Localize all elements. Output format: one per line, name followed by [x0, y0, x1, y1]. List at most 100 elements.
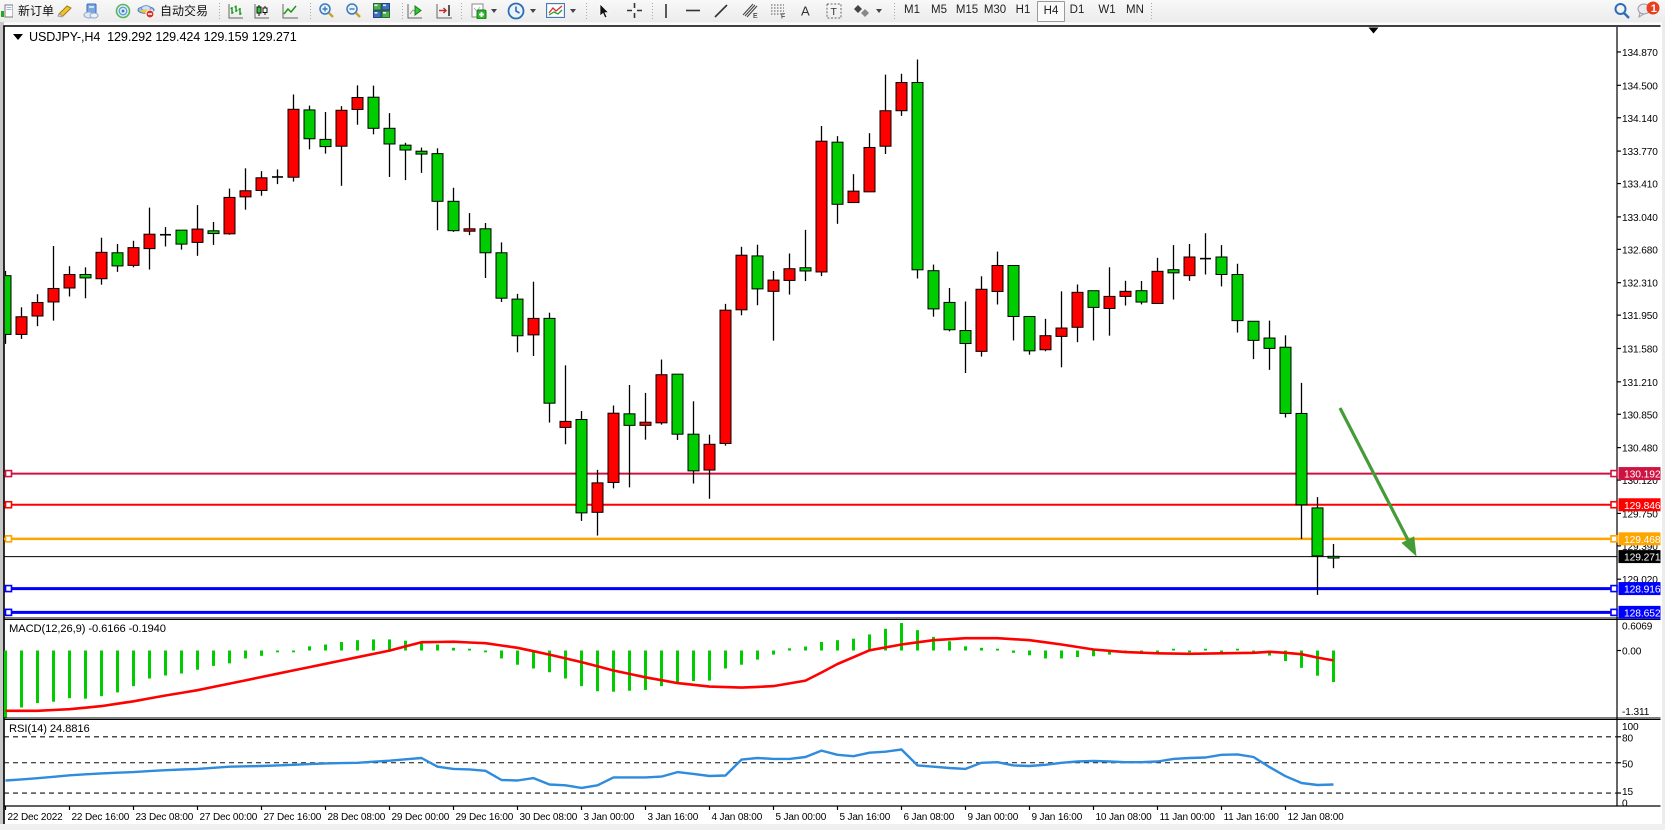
timeframe-button-d1[interactable]: D1: [1069, 4, 1085, 16]
line-handle[interactable]: [4, 535, 13, 543]
svg-text:A: A: [801, 4, 810, 17]
candle: [79, 267, 92, 299]
arrow-shaft[interactable]: [1338, 407, 1411, 544]
notifications-icon[interactable]: 1: [1636, 0, 1662, 21]
crosshair-icon[interactable]: [625, 0, 644, 21]
horizontal-line-tool-icon[interactable]: [684, 0, 701, 21]
macd-histogram-bar: [340, 642, 343, 651]
indicators-dropdown-caret[interactable]: [491, 9, 497, 13]
macd-histogram-bar: [84, 650, 87, 699]
line-handle[interactable]: [1610, 608, 1618, 617]
profile-icon[interactable]: [82, 0, 99, 21]
line-handle[interactable]: [4, 500, 13, 509]
timeframe-button-w1[interactable]: W1: [1098, 4, 1116, 16]
auto-trading-button[interactable]: 自动交易: [155, 0, 213, 21]
chart-shift-icon[interactable]: [435, 0, 454, 21]
arrows-dropdown-caret[interactable]: [876, 9, 882, 13]
macd-histogram-bar: [180, 650, 183, 674]
candle-body: [895, 82, 908, 112]
shift-marker-triangle[interactable]: [1368, 27, 1379, 34]
periods-dropdown-caret[interactable]: [530, 9, 536, 13]
line-handle[interactable]: [1610, 584, 1618, 593]
line-handle[interactable]: [4, 584, 13, 593]
time-tick-label: 28 Dec 08:00: [328, 812, 386, 823]
macd-histogram-bar: [820, 641, 823, 651]
line-handle[interactable]: [1610, 469, 1618, 478]
indicators-icon[interactable]: [468, 0, 488, 21]
bar-chart-mode-icon[interactable]: [227, 0, 245, 21]
candle: [735, 246, 748, 316]
bottom-margin: [0, 824, 1665, 830]
auto-scroll-icon[interactable]: [406, 0, 424, 21]
candle-body: [95, 251, 108, 280]
timeframe-button-m5[interactable]: M5: [931, 4, 947, 16]
timeframe-button-h1[interactable]: H1: [1015, 4, 1031, 16]
chart-shift-marker[interactable]: [1368, 27, 1379, 34]
candle: [623, 384, 636, 488]
line-handle[interactable]: [1610, 500, 1618, 509]
candlestick-mode-icon[interactable]: [253, 0, 271, 21]
line-handle[interactable]: [1610, 535, 1618, 543]
candle-body: [543, 317, 556, 404]
fibo-expansion-tool-icon[interactable]: F: [768, 0, 787, 21]
candle-body: [207, 230, 220, 235]
price-axis[interactable]: 134.870 134.500 134.140 133.770 133.410 133.0…: [1617, 48, 1661, 810]
templates-icon[interactable]: [544, 0, 566, 21]
zoom-out-icon[interactable]: [344, 0, 363, 21]
auto-trading-icon[interactable]: [136, 0, 155, 21]
candle-body: [799, 267, 812, 272]
chart-wizard-icon[interactable]: [56, 0, 73, 21]
macd-histogram-bar: [1236, 648, 1239, 651]
market-icon[interactable]: [114, 0, 131, 21]
new-order-icon[interactable]: [0, 0, 13, 21]
zoom-in-icon[interactable]: [317, 0, 336, 21]
line-handle[interactable]: [4, 608, 13, 617]
cursor-icon[interactable]: [595, 0, 612, 21]
arrow-head[interactable]: [1401, 536, 1417, 557]
macd-histogram-bar: [1012, 650, 1015, 653]
new-order-button[interactable]: 新订单: [13, 0, 59, 21]
line-handle[interactable]: [4, 469, 13, 478]
candle-body: [1215, 256, 1228, 275]
periods-icon[interactable]: [506, 0, 526, 21]
macd-histogram-bar: [228, 650, 231, 664]
vertical-line-tool-icon[interactable]: [658, 0, 673, 21]
title-collapse-triangle[interactable]: [13, 34, 23, 40]
trendline-tool-icon[interactable]: [712, 0, 730, 21]
text-tool-icon[interactable]: A: [797, 0, 813, 21]
text-label-tool-icon[interactable]: T: [825, 0, 843, 21]
candle: [767, 270, 780, 341]
templates-dropdown-caret[interactable]: [570, 9, 576, 13]
candle: [671, 373, 684, 440]
candle: [15, 307, 28, 339]
timeframe-button-h4[interactable]: H4: [1037, 1, 1065, 22]
price-tick-label: 129.020: [1622, 575, 1658, 586]
macd-histogram-bar: [980, 647, 983, 651]
candle: [5, 270, 12, 344]
time-axis[interactable]: 22 Dec 2022 22 Dec 16:00 23 Dec 08:00 27 De…: [4, 806, 1345, 823]
macd-histogram-bar: [964, 646, 967, 651]
tile-windows-icon[interactable]: [371, 0, 391, 21]
macd-histogram-bar: [1060, 650, 1063, 659]
separator: [584, 3, 589, 19]
timeframe-button-m1[interactable]: M1: [904, 4, 920, 16]
timeframe-button-m30[interactable]: M30: [983, 4, 1007, 16]
separator: [400, 3, 405, 19]
fibo-retracement-tool-icon[interactable]: E: [740, 0, 759, 21]
timeframe-button-m15[interactable]: M15: [955, 4, 979, 16]
search-icon[interactable]: [1610, 0, 1634, 21]
candle-body: [671, 373, 684, 435]
candle-body: [479, 228, 492, 254]
time-tick-label: 5 Jan 00:00: [776, 812, 827, 823]
trend-annotation-arrow[interactable]: [1338, 407, 1417, 557]
timeframe-button-mn[interactable]: MN: [1126, 4, 1144, 16]
arrows-tool-icon[interactable]: [852, 0, 872, 21]
time-tick-label: 6 Jan 08:00: [904, 812, 955, 823]
candle-body: [1247, 320, 1260, 341]
macd-histogram-bar: [36, 650, 39, 703]
horizontal-level-lines[interactable]: [4, 469, 1618, 617]
macd-histogram-bar: [564, 650, 567, 679]
line-chart-mode-icon[interactable]: [281, 0, 300, 21]
candle: [415, 147, 428, 173]
